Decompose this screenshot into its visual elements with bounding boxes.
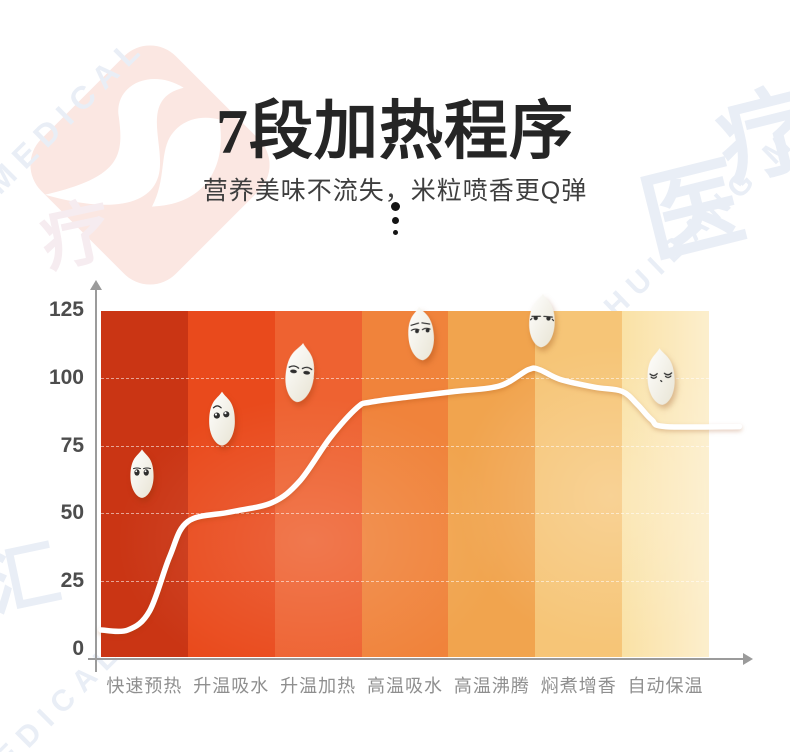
y-axis-arrow-icon — [90, 280, 102, 290]
y-tick-label: 75 — [60, 433, 84, 457]
stage-label: 自动保温 — [627, 676, 704, 696]
gridline — [101, 377, 709, 379]
x-axis-line — [88, 658, 744, 660]
stage-label: 焖煮增香 — [540, 676, 617, 696]
stage-label: 升温吸水 — [193, 676, 270, 696]
page-title: 7段加热程序 — [216, 95, 574, 167]
separator-dots — [0, 202, 790, 241]
stage-label: 高温吸水 — [367, 676, 443, 696]
gridline — [101, 445, 709, 447]
gridline — [101, 581, 709, 583]
rice-mascot-peeking — [130, 449, 154, 498]
y-tick-label: 50 — [60, 501, 84, 525]
rice-mascot-relaxed — [285, 342, 315, 403]
stage-label: 升温加热 — [280, 676, 357, 696]
y-tick-label: 100 — [48, 365, 84, 389]
y-tick-label: 0 — [72, 637, 84, 660]
stage-label: 快速预热 — [106, 676, 183, 696]
y-tick-label: 25 — [60, 569, 84, 593]
rice-mascot-watchful — [408, 306, 434, 361]
rice-mascot-content — [647, 348, 675, 405]
rice-mascot-alert — [529, 293, 555, 348]
gridline — [101, 513, 709, 515]
y-tick-label: 125 — [48, 298, 84, 321]
stage-label: 高温沸腾 — [453, 676, 530, 696]
y-axis-line — [95, 288, 97, 672]
x-axis-arrow-icon — [743, 653, 753, 665]
rice-mascot-happy — [209, 391, 235, 446]
